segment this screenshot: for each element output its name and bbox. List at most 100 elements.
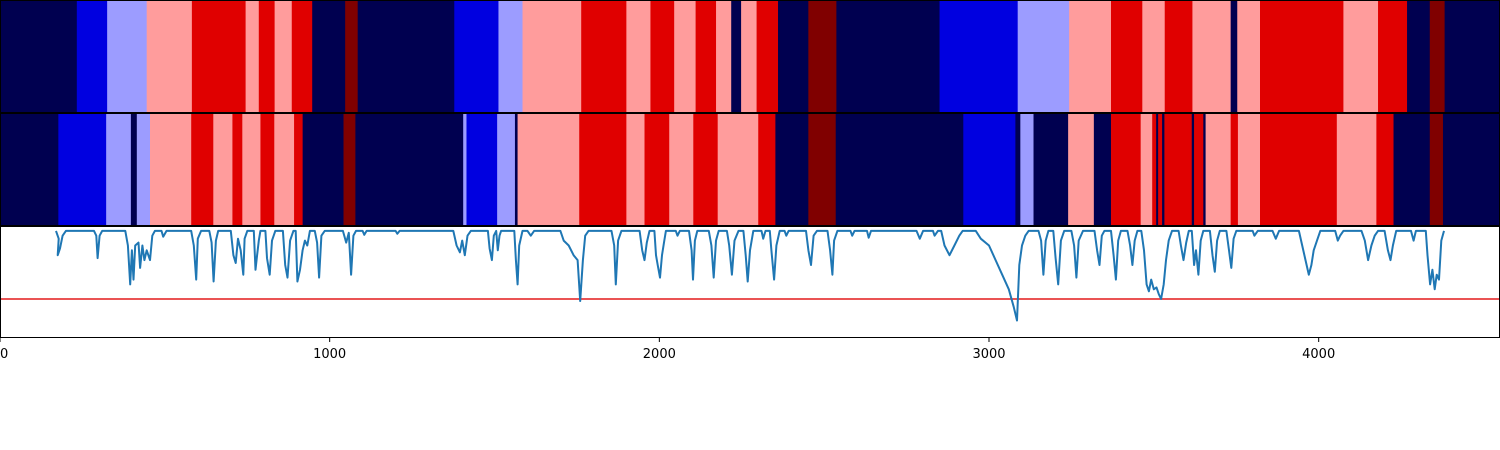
- middle-band-segment-50: [1260, 113, 1338, 226]
- top-band-segment-0: [0, 0, 78, 113]
- middle-band-segment-40: [1156, 113, 1159, 226]
- middle-band-segment-9: [242, 113, 261, 226]
- signal-panel: [0, 226, 1500, 338]
- middle-band-segment-6: [191, 113, 214, 226]
- middle-band-segment-5: [150, 113, 192, 226]
- top-band-segment-4: [191, 0, 247, 113]
- middle-band-segment-13: [302, 113, 344, 226]
- top-band-segment-38: [1378, 0, 1408, 113]
- top-band-segment-37: [1343, 0, 1379, 113]
- middle-band-segment-31: [963, 113, 1016, 226]
- top-band-segment-39: [1407, 0, 1431, 113]
- middle-band-segment-2: [106, 113, 132, 226]
- middle-band-segment-0: [0, 113, 59, 226]
- top-band-segment-15: [581, 0, 627, 113]
- top-band-segment-8: [291, 0, 313, 113]
- top-band-segment-29: [1069, 0, 1112, 113]
- middle-band-segment-29: [808, 113, 837, 226]
- top-band-segment-21: [731, 0, 742, 113]
- top-band-segment-24: [778, 0, 809, 113]
- middle-band-segment-4: [136, 113, 151, 226]
- top-band-segment-14: [522, 0, 582, 113]
- top-band-segment-25: [808, 0, 837, 113]
- signal-line: [55, 229, 1445, 322]
- middle-band-segment-53: [1393, 113, 1431, 226]
- middle-band-segment-30: [835, 113, 964, 226]
- top-band-segment-30: [1110, 0, 1143, 113]
- top-band-segment-41: [1444, 0, 1500, 113]
- state-band-top: [0, 0, 1500, 113]
- middle-band-segment-17: [466, 113, 498, 226]
- middle-band-segment-26: [717, 113, 759, 226]
- middle-band-segment-7: [213, 113, 233, 226]
- middle-band-segment-37: [1110, 113, 1142, 226]
- top-band-segment-33: [1192, 0, 1232, 113]
- top-band-segment-35: [1237, 0, 1261, 113]
- top-band-segment-16: [626, 0, 651, 113]
- middle-band-segment-24: [669, 113, 694, 226]
- top-band-segment-5: [245, 0, 260, 113]
- top-band-segment-31: [1142, 0, 1166, 113]
- middle-band-segment-27: [758, 113, 776, 226]
- middle-band-segment-54: [1429, 113, 1444, 226]
- middle-band-segment-47: [1205, 113, 1232, 226]
- top-band-segment-23: [756, 0, 779, 113]
- middle-band-segment-15: [355, 113, 464, 226]
- middle-band-segment-49: [1237, 113, 1261, 226]
- top-band-segment-10: [345, 0, 359, 113]
- x-tick-label-1: 1000: [313, 347, 346, 362]
- middle-band-segment-8: [232, 113, 243, 226]
- middle-band-segment-18: [497, 113, 516, 226]
- top-band-segment-22: [741, 0, 757, 113]
- top-band-segment-32: [1164, 0, 1193, 113]
- top-band-segment-7: [274, 0, 293, 113]
- top-band-segment-36: [1260, 0, 1344, 113]
- middle-band-segment-52: [1376, 113, 1394, 226]
- top-band-segment-3: [146, 0, 193, 113]
- middle-band-segment-39: [1152, 113, 1157, 226]
- middle-band-segment-16: [463, 113, 467, 226]
- middle-band-segment-25: [693, 113, 719, 226]
- middle-band-segment-12: [294, 113, 304, 226]
- top-band-segment-18: [674, 0, 697, 113]
- middle-band-segment-46: [1203, 113, 1207, 226]
- top-band-segment-40: [1429, 0, 1446, 113]
- middle-band-segment-33: [1020, 113, 1034, 226]
- top-band-segment-1: [76, 0, 108, 113]
- middle-band-segment-3: [130, 113, 138, 226]
- middle-band-segment-55: [1442, 113, 1500, 226]
- top-band-segment-6: [258, 0, 276, 113]
- top-band-segment-12: [454, 0, 499, 113]
- top-band-segment-34: [1230, 0, 1238, 113]
- top-band-segment-20: [716, 0, 732, 113]
- middle-band-segment-41: [1158, 113, 1163, 226]
- state-band-middle: [0, 113, 1500, 226]
- x-axis: 0 1000 2000 3000 4000: [0, 338, 1335, 362]
- top-band-segment-2: [107, 0, 148, 113]
- middle-band-segment-38: [1140, 113, 1153, 226]
- middle-band-segment-28: [775, 113, 809, 226]
- middle-band-segment-11: [274, 113, 295, 226]
- middle-band-segment-19: [514, 113, 518, 226]
- middle-band-segment-44: [1191, 113, 1195, 226]
- middle-band-segment-48: [1230, 113, 1239, 226]
- top-band-segment-19: [695, 0, 717, 113]
- top-band-segment-28: [1017, 0, 1070, 113]
- middle-band-segment-34: [1033, 113, 1069, 226]
- middle-band-segment-20: [517, 113, 580, 226]
- middle-band-segment-51: [1336, 113, 1377, 226]
- x-tick-label-2: 2000: [643, 347, 676, 362]
- x-tick-label-4: 4000: [1302, 347, 1335, 362]
- x-tick-label-0: 0: [0, 347, 8, 362]
- x-tick-label-3: 3000: [972, 347, 1005, 362]
- middle-band-segment-36: [1093, 113, 1112, 226]
- middle-band-segment-14: [343, 113, 356, 226]
- top-band-segment-13: [498, 0, 523, 113]
- top-band-segment-9: [312, 0, 346, 113]
- top-band-segment-11: [357, 0, 455, 113]
- middle-band-segment-1: [58, 113, 107, 226]
- top-band-segment-17: [650, 0, 675, 113]
- middle-band-segment-35: [1068, 113, 1095, 226]
- middle-band-segment-42: [1162, 113, 1165, 226]
